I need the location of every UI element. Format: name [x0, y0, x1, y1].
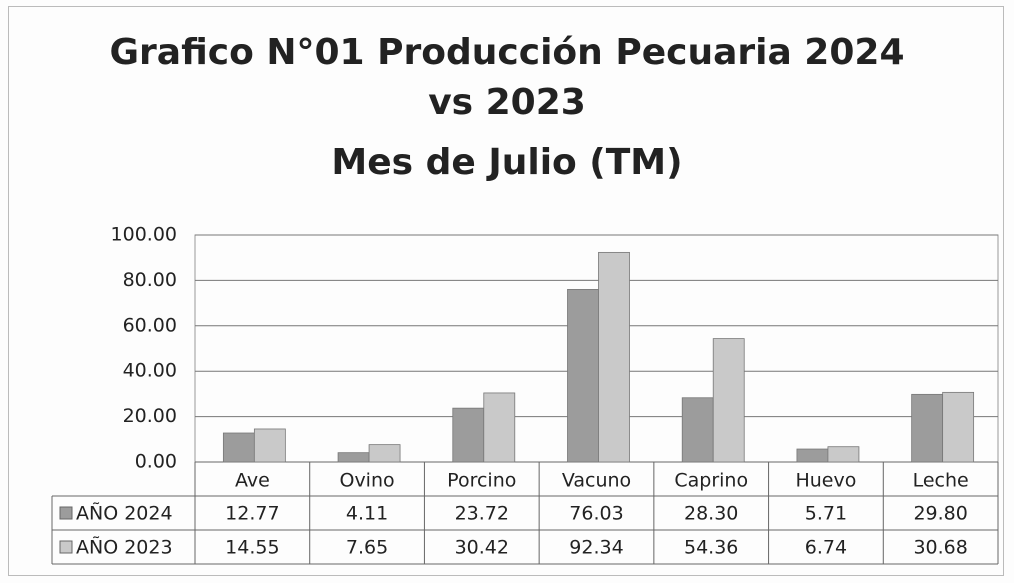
y-tick-label: 40.00 [123, 360, 177, 382]
x-tick-label: Porcino [447, 470, 516, 492]
bar [452, 407, 485, 463]
bar [942, 391, 975, 463]
data-label: 76.03 [569, 503, 623, 525]
data-label: 30.68 [913, 537, 967, 559]
chart-title: Grafico N°01 Producción Pecuaria 2024 vs… [109, 32, 905, 123]
bar [222, 432, 255, 463]
bar [598, 251, 630, 463]
chart-subtitle: Mes de Julio (TM) [331, 142, 683, 183]
x-tick-label: Huevo [795, 470, 856, 492]
data-label: 30.42 [455, 537, 509, 559]
bar [712, 338, 745, 463]
x-tick-label: Ovino [339, 470, 394, 492]
data-label: 28.30 [684, 503, 738, 525]
data-label: 23.72 [455, 503, 509, 525]
x-tick-label: Ave [235, 470, 270, 492]
y-tick-label: 100.00 [111, 224, 177, 246]
legend-label: AÑO 2023 [76, 536, 173, 559]
chart-frame [8, 6, 1004, 576]
bar [911, 393, 944, 463]
bar [567, 289, 599, 463]
data-label: 14.55 [225, 537, 279, 559]
data-label: 29.80 [913, 503, 967, 525]
legend-swatch [59, 540, 73, 554]
legend-swatch [59, 506, 73, 520]
data-label: 12.77 [225, 503, 279, 525]
bar [253, 428, 286, 463]
data-label: 4.11 [346, 503, 388, 525]
x-tick-label: Leche [913, 470, 969, 492]
bar [337, 452, 370, 463]
y-tick-label: 20.00 [123, 405, 177, 427]
bar [368, 444, 401, 463]
bar [681, 397, 714, 463]
y-tick-label: 0.00 [135, 451, 177, 473]
bar [827, 446, 860, 463]
legend-label: AÑO 2024 [76, 502, 173, 525]
data-label: 7.65 [346, 537, 388, 559]
x-tick-label: Caprino [674, 470, 748, 492]
data-label: 92.34 [569, 537, 623, 559]
data-label: 5.71 [805, 503, 847, 525]
y-tick-label: 80.00 [123, 269, 177, 291]
data-label: 6.74 [805, 537, 847, 559]
bar [796, 448, 829, 463]
data-label: 54.36 [684, 537, 738, 559]
y-tick-label: 60.00 [123, 314, 177, 336]
x-tick-label: Vacuno [562, 470, 631, 492]
bar [483, 392, 516, 463]
